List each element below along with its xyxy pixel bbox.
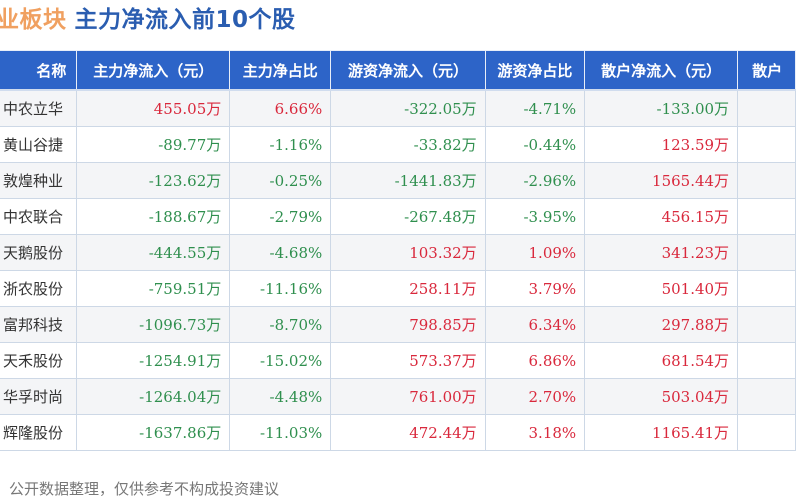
footer-disclaimer: ：公开数据整理，仅供参考不构成投资建议: [0, 480, 280, 498]
hot-inflow-cell: -1441.83万: [330, 162, 486, 199]
main-ratio-cell: -8.70%: [229, 306, 332, 343]
table-row[interactable]: 辉隆股份 -1637.86万 -11.03% 472.44万 3.18% 1165.41万: [0, 414, 796, 451]
hot-ratio-cell: -3.95%: [484, 198, 586, 235]
main-inflow-cell: -1264.04万: [76, 378, 231, 415]
main-ratio-cell: -11.16%: [229, 270, 332, 307]
title-prefix: 业板块: [0, 7, 67, 33]
header-retail-ratio[interactable]: 散户: [737, 50, 796, 91]
hot-ratio-cell: -2.96%: [484, 162, 586, 199]
stock-name-cell[interactable]: 富邦科技: [0, 306, 78, 343]
main-inflow-cell: -1096.73万: [76, 306, 231, 343]
main-ratio-cell: -4.68%: [229, 234, 332, 271]
hot-ratio-cell: 1.09%: [484, 234, 586, 271]
hot-inflow-cell: -267.48万: [330, 198, 486, 235]
retail-ratio-cell: [737, 270, 796, 307]
retail-inflow-cell: 1165.41万: [584, 414, 739, 451]
table-row[interactable]: 敦煌种业 -123.62万 -0.25% -1441.83万 -2.96% 1565.44…: [0, 162, 796, 199]
main-inflow-cell: -759.51万: [76, 270, 231, 307]
header-name[interactable]: 名称: [0, 50, 78, 91]
main-ratio-cell: -4.48%: [229, 378, 332, 415]
stock-name-cell[interactable]: 中农立华: [0, 89, 78, 127]
retail-ratio-cell: [737, 198, 796, 235]
stock-name-cell[interactable]: 华孚时尚: [0, 378, 78, 415]
main-inflow-cell: -89.77万: [76, 126, 231, 163]
retail-ratio-cell: [737, 89, 796, 127]
retail-inflow-cell: 681.54万: [584, 342, 739, 379]
main-ratio-cell: -1.16%: [229, 126, 332, 163]
retail-inflow-cell: -133.00万: [584, 89, 739, 127]
retail-ratio-cell: [737, 378, 796, 415]
stock-name-cell[interactable]: 敦煌种业: [0, 162, 78, 199]
inflow-table: 名称 主力净流入（元） 主力净占比 游资净流入（元） 游资净占比 散户净流入（元…: [0, 50, 796, 451]
table-row[interactable]: 富邦科技 -1096.73万 -8.70% 798.85万 6.34% 297.88万: [0, 306, 796, 343]
header-main-inflow[interactable]: 主力净流入（元）: [76, 50, 231, 91]
title-main: 主力净流入前10个股: [74, 7, 296, 33]
retail-ratio-cell: [737, 306, 796, 343]
header-hot-inflow[interactable]: 游资净流入（元）: [330, 50, 486, 91]
retail-inflow-cell: 341.23万: [584, 234, 739, 271]
hot-inflow-cell: 472.44万: [330, 414, 486, 451]
retail-ratio-cell: [737, 162, 796, 199]
main-inflow-cell: -1254.91万: [76, 342, 231, 379]
table-row[interactable]: 中农联合 -188.67万 -2.79% -267.48万 -3.95% 456.15万: [0, 198, 796, 235]
stock-name-cell[interactable]: 天鹅股份: [0, 234, 78, 271]
hot-inflow-cell: -322.05万: [330, 89, 486, 127]
hot-ratio-cell: 3.18%: [484, 414, 586, 451]
hot-inflow-cell: 798.85万: [330, 306, 486, 343]
header-hot-ratio[interactable]: 游资净占比: [484, 50, 586, 91]
table-row[interactable]: 天鹅股份 -444.55万 -4.68% 103.32万 1.09% 341.23万: [0, 234, 796, 271]
table-row[interactable]: 黄山谷捷 -89.77万 -1.16% -33.82万 -0.44% 123.59万: [0, 126, 796, 163]
retail-ratio-cell: [737, 342, 796, 379]
main-inflow-cell: 455.05万: [76, 89, 231, 127]
hot-inflow-cell: 761.00万: [330, 378, 486, 415]
retail-inflow-cell: 297.88万: [584, 306, 739, 343]
retail-inflow-cell: 1565.44万: [584, 162, 739, 199]
main-ratio-cell: -15.02%: [229, 342, 332, 379]
hot-ratio-cell: -0.44%: [484, 126, 586, 163]
retail-inflow-cell: 501.40万: [584, 270, 739, 307]
retail-ratio-cell: [737, 234, 796, 271]
main-inflow-cell: -444.55万: [76, 234, 231, 271]
hot-inflow-cell: -33.82万: [330, 126, 486, 163]
retail-ratio-cell: [737, 414, 796, 451]
retail-ratio-cell: [737, 126, 796, 163]
table-row[interactable]: 华孚时尚 -1264.04万 -4.48% 761.00万 2.70% 503.04万: [0, 378, 796, 415]
main-ratio-cell: 6.66%: [229, 89, 332, 127]
retail-inflow-cell: 456.15万: [584, 198, 739, 235]
hot-inflow-cell: 258.11万: [330, 270, 486, 307]
stock-name-cell[interactable]: 辉隆股份: [0, 414, 78, 451]
header-main-ratio[interactable]: 主力净占比: [229, 50, 332, 91]
hot-ratio-cell: 2.70%: [484, 378, 586, 415]
stock-name-cell[interactable]: 中农联合: [0, 198, 78, 235]
main-inflow-cell: -188.67万: [76, 198, 231, 235]
hot-ratio-cell: -4.71%: [484, 89, 586, 127]
main-inflow-cell: -123.62万: [76, 162, 231, 199]
table-row[interactable]: 浙农股份 -759.51万 -11.16% 258.11万 3.79% 501.40万: [0, 270, 796, 307]
main-ratio-cell: -11.03%: [229, 414, 332, 451]
main-ratio-cell: -2.79%: [229, 198, 332, 235]
hot-inflow-cell: 103.32万: [330, 234, 486, 271]
page-title: 业板块 主力净流入前10个股: [0, 2, 296, 38]
table-header-row: 名称 主力净流入（元） 主力净占比 游资净流入（元） 游资净占比 散户净流入（元…: [0, 50, 796, 91]
hot-ratio-cell: 3.79%: [484, 270, 586, 307]
header-retail-inflow[interactable]: 散户净流入（元）: [584, 50, 739, 91]
hot-ratio-cell: 6.34%: [484, 306, 586, 343]
retail-inflow-cell: 123.59万: [584, 126, 739, 163]
stock-name-cell[interactable]: 天禾股份: [0, 342, 78, 379]
stock-name-cell[interactable]: 黄山谷捷: [0, 126, 78, 163]
table-row[interactable]: 中农立华 455.05万 6.66% -322.05万 -4.71% -133.00万: [0, 89, 796, 127]
main-inflow-cell: -1637.86万: [76, 414, 231, 451]
main-ratio-cell: -0.25%: [229, 162, 332, 199]
hot-inflow-cell: 573.37万: [330, 342, 486, 379]
hot-ratio-cell: 6.86%: [484, 342, 586, 379]
table-row[interactable]: 天禾股份 -1254.91万 -15.02% 573.37万 6.86% 681.54万: [0, 342, 796, 379]
stock-name-cell[interactable]: 浙农股份: [0, 270, 78, 307]
retail-inflow-cell: 503.04万: [584, 378, 739, 415]
